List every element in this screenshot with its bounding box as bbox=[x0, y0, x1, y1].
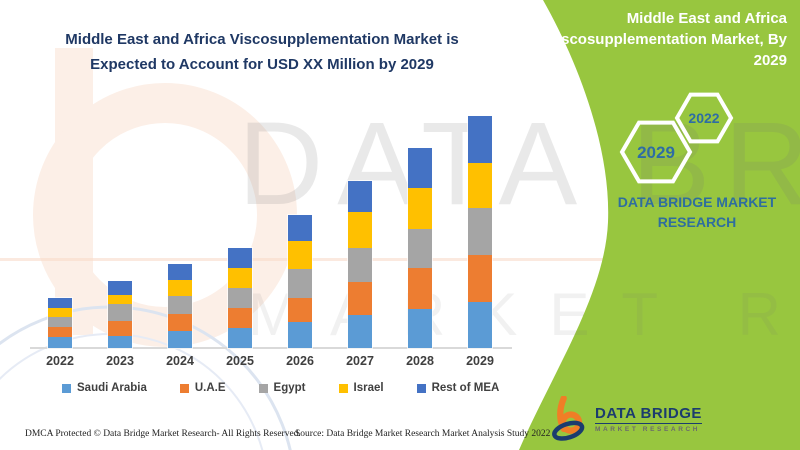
bar-segment-2028-rest-of-mea bbox=[408, 148, 432, 188]
bar-segment-2025-u-a-e bbox=[228, 308, 252, 328]
company-logo: DATA BRIDGE MARKET RESEARCH bbox=[552, 396, 702, 442]
bar-segment-2029-egypt bbox=[468, 208, 492, 255]
bar-segment-2023-u-a-e bbox=[108, 321, 132, 336]
legend-item-saudi-arabia: Saudi Arabia bbox=[62, 382, 147, 394]
peach-bowl-shape bbox=[33, 83, 297, 347]
legend-label: Egypt bbox=[273, 382, 306, 394]
bar-segment-2029-israel bbox=[468, 163, 492, 208]
bar-segment-2027-saudi-arabia bbox=[348, 315, 372, 348]
legend-label: Saudi Arabia bbox=[77, 382, 147, 394]
bar-segment-2026-rest-of-mea bbox=[288, 215, 312, 241]
bar-segment-2024-egypt bbox=[168, 296, 192, 314]
legend-swatch bbox=[62, 383, 71, 393]
bar-segment-2028-israel bbox=[408, 188, 432, 229]
bar-segment-2026-egypt bbox=[288, 269, 312, 298]
bar-2029 bbox=[468, 116, 492, 348]
logo-title: DATA BRIDGE bbox=[595, 405, 702, 424]
footer-source-text: Source: Data Bridge Market Research Mark… bbox=[295, 429, 551, 439]
chart-title: Middle East and Africa Viscosupplementat… bbox=[62, 27, 462, 77]
legend-label: Israel bbox=[353, 382, 384, 394]
legend-item-egypt: Egypt bbox=[258, 382, 306, 394]
panel-heading: Middle East and Africa Viscosupplementat… bbox=[525, 8, 787, 71]
bar-segment-2025-saudi-arabia bbox=[228, 328, 252, 348]
x-axis-label-2028: 2028 bbox=[406, 354, 434, 368]
legend-swatch bbox=[179, 383, 189, 393]
bar-segment-2026-israel bbox=[288, 241, 312, 269]
x-axis-label-2023: 2023 bbox=[106, 354, 134, 368]
bar-segment-2023-rest-of-mea bbox=[108, 281, 132, 295]
bar-2026 bbox=[288, 215, 312, 348]
bar-segment-2025-rest-of-mea bbox=[228, 248, 252, 268]
panel-heading-line1: Middle East and Africa bbox=[626, 10, 787, 27]
legend-item-u-a-e: U.A.E bbox=[179, 382, 226, 394]
bar-2027 bbox=[348, 181, 372, 348]
logo-subtitle: MARKET RESEARCH bbox=[595, 426, 701, 433]
bar-segment-2023-israel bbox=[108, 295, 132, 304]
bar-segment-2025-egypt bbox=[228, 288, 252, 308]
bar-segment-2029-rest-of-mea bbox=[468, 116, 492, 163]
hexagon-2022-label: 2022 bbox=[688, 110, 719, 126]
bar-segment-2022-egypt bbox=[48, 317, 72, 327]
bar-segment-2024-rest-of-mea bbox=[168, 264, 192, 280]
legend-label: U.A.E bbox=[194, 382, 226, 394]
bar-segment-2027-egypt bbox=[348, 248, 372, 282]
bar-segment-2028-u-a-e bbox=[408, 268, 432, 309]
bar-segment-2024-israel bbox=[168, 280, 192, 296]
legend-swatch bbox=[416, 383, 426, 393]
legend-item-rest-of-mea: Rest of MEA bbox=[416, 382, 500, 394]
bar-segment-2022-saudi-arabia bbox=[48, 337, 72, 348]
panel-heading-line2: Viscosupplementation Market, By bbox=[547, 31, 787, 48]
x-axis-label-2026: 2026 bbox=[286, 354, 314, 368]
bar-segment-2028-saudi-arabia bbox=[408, 309, 432, 348]
bar-segment-2027-u-a-e bbox=[348, 282, 372, 315]
legend-swatch bbox=[338, 383, 348, 393]
bar-segment-2029-saudi-arabia bbox=[468, 302, 492, 348]
bar-segment-2024-u-a-e bbox=[168, 314, 192, 331]
brand-text: DATA BRIDGE MARKET RESEARCH bbox=[617, 194, 777, 230]
data-bridge-logo-icon bbox=[552, 396, 585, 441]
hexagon-2029 bbox=[619, 120, 693, 184]
hexagon-2022 bbox=[674, 92, 734, 144]
bar-2028 bbox=[408, 148, 432, 348]
x-axis-label-2025: 2025 bbox=[226, 354, 254, 368]
chart-title-line2: Expected to Account for USD XX Million b… bbox=[90, 56, 434, 73]
logo-text: DATA BRIDGE MARKET RESEARCH bbox=[595, 405, 702, 433]
bar-2025 bbox=[228, 248, 252, 348]
bar-2023 bbox=[108, 281, 132, 348]
bar-segment-2026-u-a-e bbox=[288, 298, 312, 322]
x-axis-label-2027: 2027 bbox=[346, 354, 374, 368]
legend-item-israel: Israel bbox=[338, 382, 384, 394]
panel-heading-line3: 2029 bbox=[753, 52, 787, 69]
bar-segment-2023-saudi-arabia bbox=[108, 336, 132, 348]
chart-legend: Saudi Arabia U.A.E Egypt Israel Rest of MEA bbox=[62, 382, 499, 394]
x-axis-label-2029: 2029 bbox=[466, 354, 494, 368]
legend-label: Rest of MEA bbox=[431, 382, 500, 394]
x-axis-label-2024: 2024 bbox=[166, 354, 194, 368]
bar-segment-2028-egypt bbox=[408, 229, 432, 268]
bar-segment-2027-israel bbox=[348, 212, 372, 248]
bar-segment-2022-israel bbox=[48, 308, 72, 317]
bar-2024 bbox=[168, 264, 192, 348]
bar-segment-2027-rest-of-mea bbox=[348, 181, 372, 212]
x-axis-label-2022: 2022 bbox=[46, 354, 74, 368]
bar-2022 bbox=[48, 298, 72, 348]
hexagon-2029-label: 2029 bbox=[637, 143, 675, 162]
bar-segment-2026-saudi-arabia bbox=[288, 322, 312, 348]
bar-segment-2023-egypt bbox=[108, 304, 132, 321]
legend-swatch bbox=[258, 383, 268, 393]
footer-dmca-text: DMCA Protected © Data Bridge Market Rese… bbox=[25, 429, 301, 439]
bar-segment-2024-saudi-arabia bbox=[168, 331, 192, 348]
hexagon-badges: 2022 2029 bbox=[619, 92, 734, 184]
bar-segment-2029-u-a-e bbox=[468, 255, 492, 302]
chart-title-line1: Middle East and Africa Viscosupplementat… bbox=[65, 31, 459, 48]
bar-segment-2025-israel bbox=[228, 268, 252, 288]
x-axis-line bbox=[30, 347, 512, 349]
bar-segment-2022-rest-of-mea bbox=[48, 298, 72, 308]
bar-segment-2022-u-a-e bbox=[48, 327, 72, 337]
